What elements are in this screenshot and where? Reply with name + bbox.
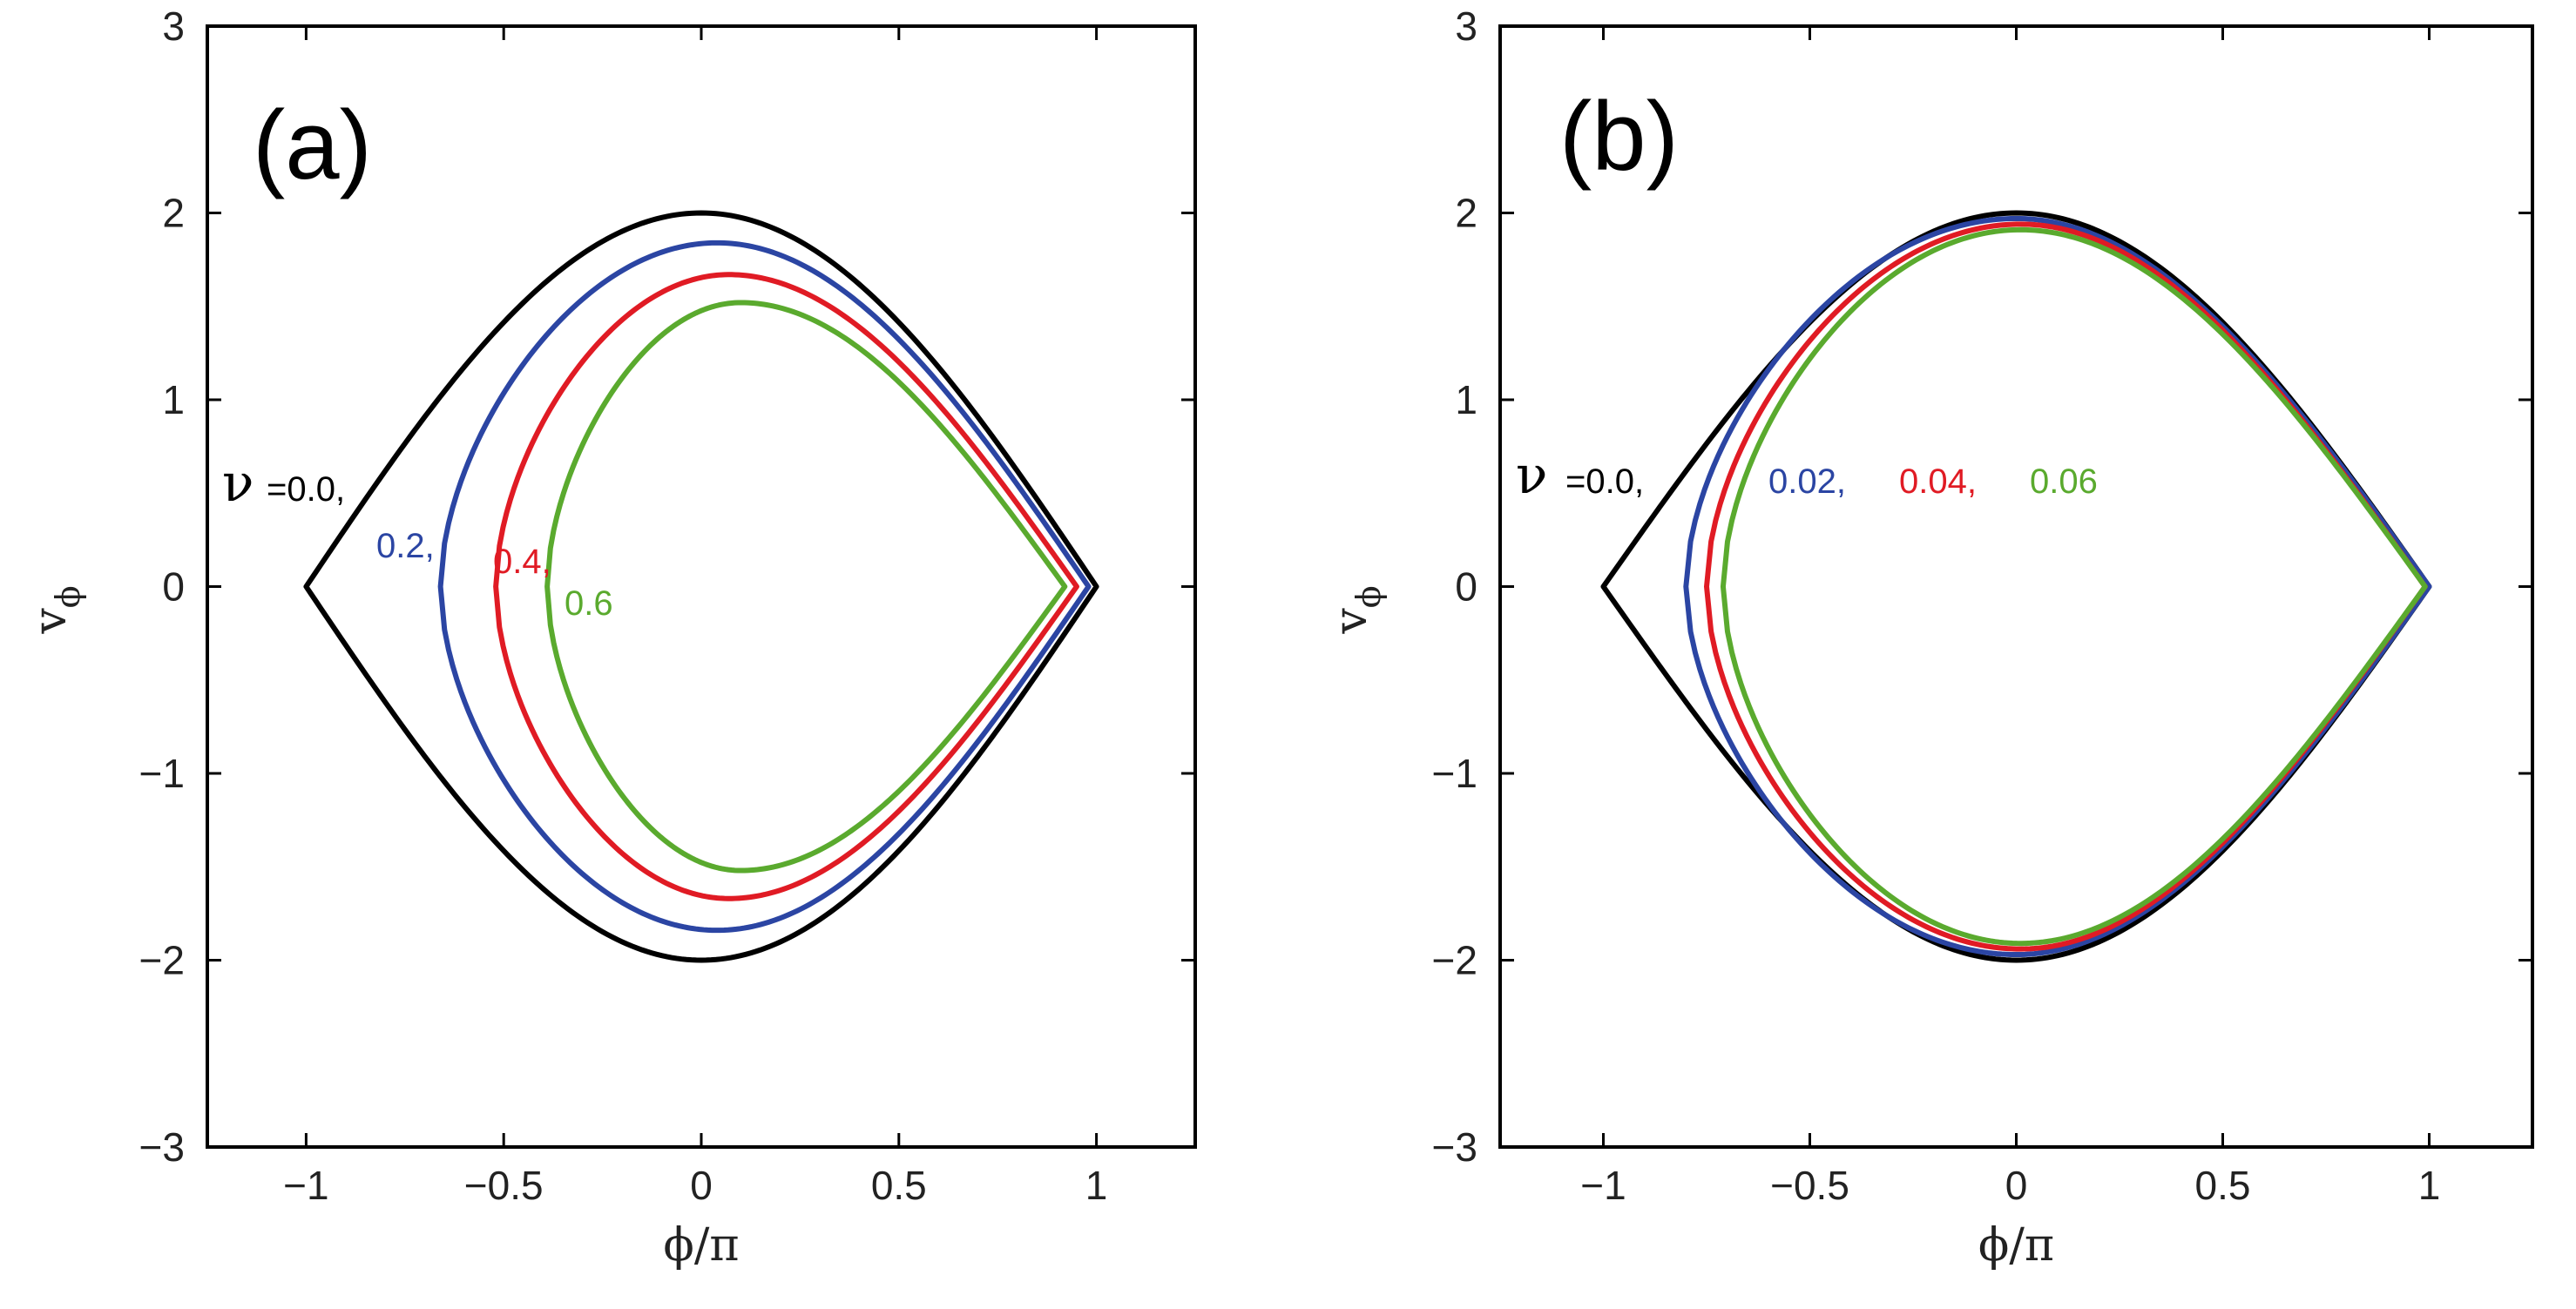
series-curve-nu-0 [303,210,1099,963]
series-label-nu-0p02: 0.02, [1768,462,1846,501]
series-label-nu-0: =0.0, [1565,462,1644,501]
y-tick-label: −2 [139,938,185,983]
series-label-nu-0p06: 0.06 [2030,462,2098,501]
y-tick-label: 1 [1455,377,1477,422]
series-curve-nu-0 [1600,210,2432,963]
y-axis-label-subscript: ϕ [49,585,87,608]
chart-panel-b: −1 −0.5 0 0.5 1 −3 −2 −1 0 1 2 3 ϕ/π vϕ (b) ν =0.0, 0.02,… [1325,3,2534,1272]
y-tick-label: −1 [1432,751,1477,796]
series-label-nu-0p6: 0.6 [565,584,613,623]
y-axis-label: vϕ [24,585,87,634]
y-tick-label: −3 [139,1124,185,1170]
x-tick-label: 0 [2005,1163,2028,1208]
chart-panel-a: −1 −0.5 0 0.5 1 −3 −2 −1 0 1 2 3 ϕ/π vϕ (a) ν =0.0, 0.2, 0… [24,3,1197,1272]
y-axis-label-main: v [24,608,77,635]
x-tick-label: −1 [283,1163,328,1208]
x-tick-label: 0 [690,1163,713,1208]
plot-frame [1498,24,2534,1149]
y-tick-label: −2 [1432,938,1477,983]
series-curve-nu-0p6 [544,300,1068,874]
y-tick-label: 1 [162,377,185,422]
y-tick-label: 0 [1455,564,1477,610]
x-tick-label: 0.5 [2195,1163,2251,1208]
series-curve-nu-0p2 [437,240,1092,934]
x-axis-label: ϕ/π [663,1219,739,1272]
y-tick-label: 2 [1455,191,1477,236]
series-curve-nu-0p06 [1720,226,2428,947]
x-tick-label: 1 [2418,1163,2441,1208]
panel-label: (b) [1559,82,1679,191]
panel-label: (a) [253,91,372,199]
series-label-nu-0p2: 0.2, [376,527,435,565]
nu-symbol: ν [222,453,254,514]
y-axis-label: vϕ [1325,585,1388,634]
y-tick-label: 2 [162,191,185,236]
x-tick-label: −0.5 [1770,1163,1849,1208]
x-tick-label: 0.5 [871,1163,927,1208]
y-axis-label-subscript: ϕ [1349,585,1388,608]
series-curve-nu-0p02 [1683,215,2432,958]
series-curve-nu-0p04 [1704,221,2428,952]
y-tick-label: 3 [162,3,185,49]
series-label-nu-0p04: 0.04, [1899,462,1977,501]
series-label-nu-0: =0.0, [267,470,345,509]
x-tick-label: 1 [1085,1163,1108,1208]
series-curve-nu-0p4 [493,272,1079,901]
y-tick-label: 3 [1455,3,1477,49]
y-tick-label: −3 [1432,1124,1477,1170]
y-axis-label-main: v [1325,608,1377,635]
y-tick-label: 0 [162,564,185,610]
x-tick-label: −0.5 [464,1163,544,1208]
x-axis-label: ϕ/π [1978,1219,2054,1272]
nu-symbol: ν [1516,445,1547,506]
series-label-nu-0p4: 0.4, [493,543,551,581]
y-tick-label: −1 [139,751,185,796]
x-tick-label: −1 [1580,1163,1626,1208]
